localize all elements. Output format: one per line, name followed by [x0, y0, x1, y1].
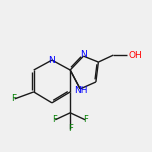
- Text: F: F: [83, 115, 88, 124]
- Text: OH: OH: [129, 51, 142, 60]
- Text: NH: NH: [74, 86, 88, 95]
- Text: F: F: [11, 94, 16, 103]
- Text: N: N: [48, 56, 55, 65]
- Text: N: N: [80, 50, 87, 59]
- Text: F: F: [52, 115, 57, 124]
- Text: F: F: [68, 124, 73, 133]
